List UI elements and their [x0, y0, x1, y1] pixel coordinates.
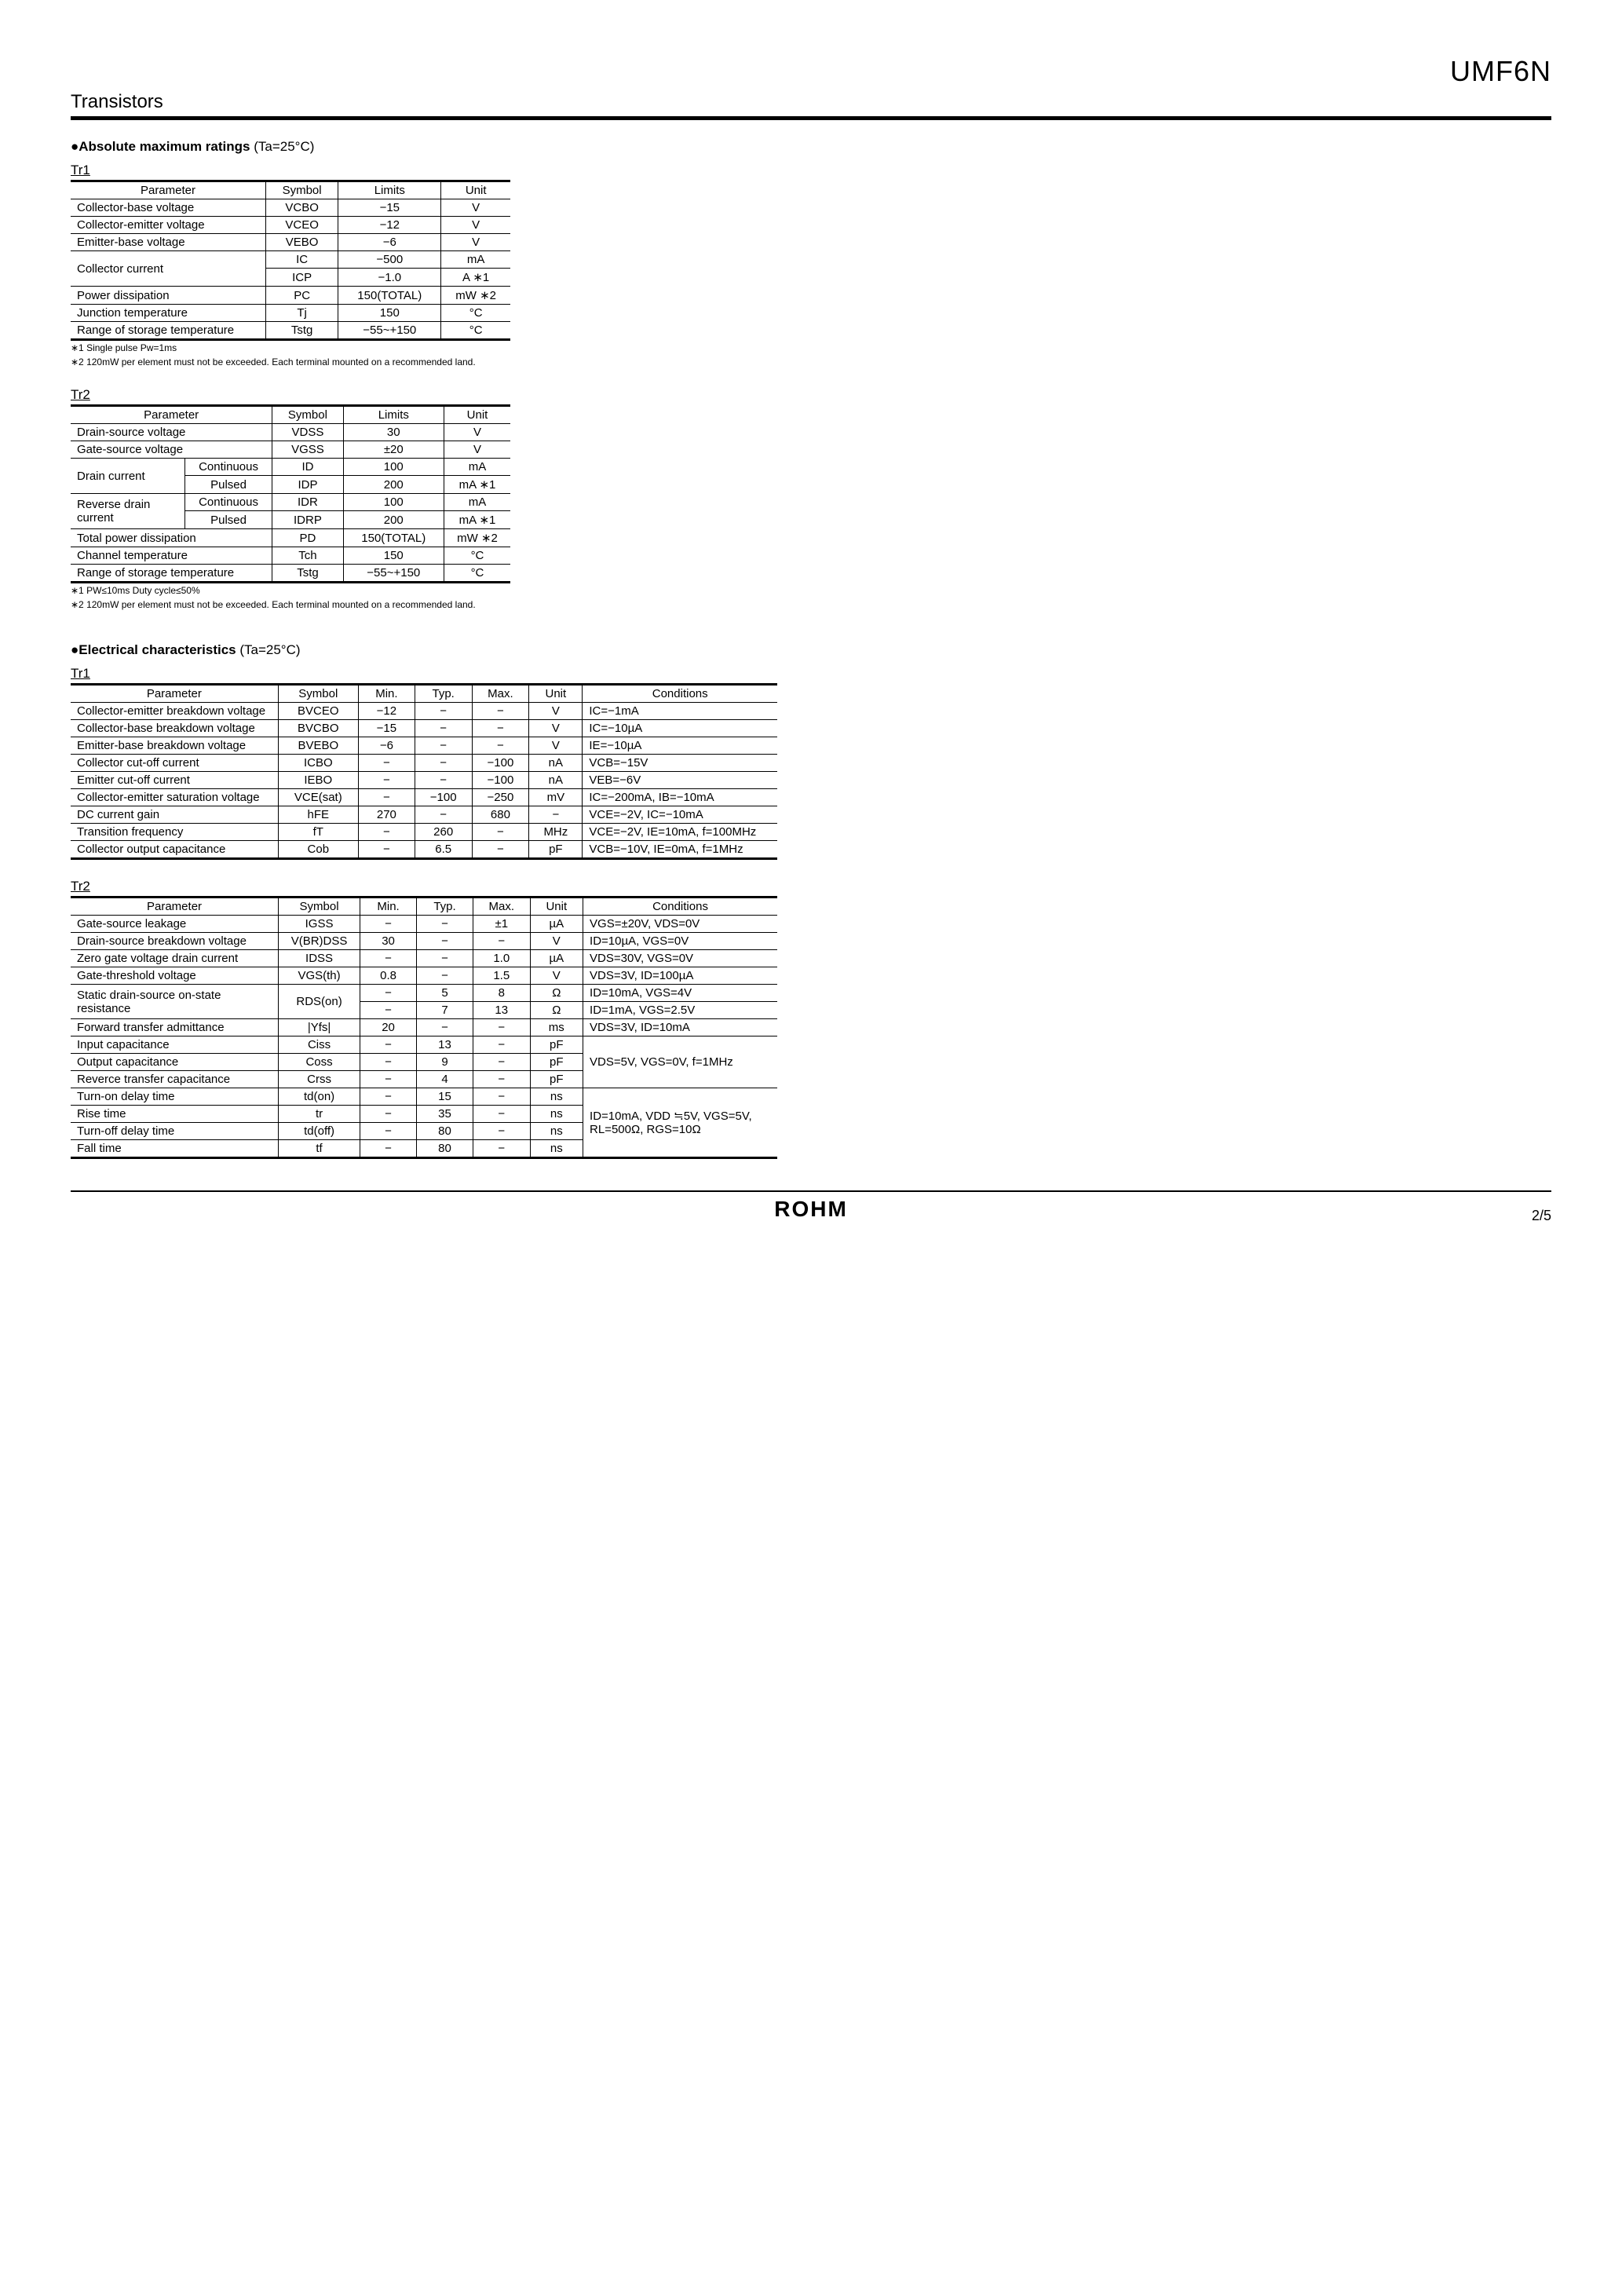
- elec-char-heading: ●Electrical characteristics (Ta=25°C): [71, 642, 1551, 658]
- col-min: Min.: [358, 685, 415, 703]
- elec-char-tr2-table: Parameter Symbol Min. Typ. Max. Unit Con…: [71, 896, 777, 1159]
- table-row: Power dissipationPC150(TOTAL)mW ∗2: [71, 287, 510, 305]
- table-row: Collector-base voltageVCBO−15V: [71, 199, 510, 217]
- table-row: Emitter-base breakdown voltageBVEBO−6−−V…: [71, 737, 777, 755]
- table-row: Range of storage temperatureTstg−55~+150…: [71, 322, 510, 340]
- col-unit: Unit: [444, 406, 510, 424]
- footer: ROHM 2/5: [71, 1190, 1551, 1224]
- table-row: Input capacitanceCiss−13−pFVDS=5V, VGS=0…: [71, 1036, 777, 1054]
- abs-max-cond: (Ta=25°C): [254, 139, 314, 154]
- col-limits: Limits: [338, 181, 441, 199]
- col-param: Parameter: [71, 685, 278, 703]
- col-param: Parameter: [71, 181, 265, 199]
- col-conditions: Conditions: [583, 898, 777, 916]
- table-row: Collector-base breakdown voltageBVCBO−15…: [71, 720, 777, 737]
- abs-max-tr2-table: Parameter Symbol Limits Unit Drain-sourc…: [71, 404, 510, 583]
- col-symbol: Symbol: [279, 898, 360, 916]
- table-row: Total power dissipationPD150(TOTAL)mW ∗2: [71, 529, 510, 547]
- col-symbol: Symbol: [265, 181, 338, 199]
- col-param: Parameter: [71, 898, 279, 916]
- abs-max-tr1-table: Parameter Symbol Limits Unit Collector-b…: [71, 180, 510, 341]
- part-number: UMF6N: [71, 55, 1551, 88]
- table-row: Zero gate voltage drain currentIDSS−−1.0…: [71, 950, 777, 967]
- col-conditions: Conditions: [583, 685, 777, 703]
- col-typ: Typ.: [417, 898, 473, 916]
- tr1-label: Tr1: [71, 163, 1551, 178]
- table-row: Collector currentIC−500mA: [71, 251, 510, 269]
- table-row: Emitter cut-off currentIEBO−−−100nAVEB=−…: [71, 772, 777, 789]
- table-row: Forward transfer admittance|Yfs|20−−msVD…: [71, 1019, 777, 1036]
- footnote: ∗1 Single pulse Pw=1ms: [71, 342, 1551, 355]
- table-row: Collector output capacitanceCob−6.5−pFVC…: [71, 841, 777, 859]
- table-row: Junction temperatureTj150°C: [71, 305, 510, 322]
- table-row: DC current gainhFE270−680−VCE=−2V, IC=−1…: [71, 806, 777, 824]
- table-row: Range of storage temperatureTstg−55~+150…: [71, 565, 510, 583]
- table-row: Collector-emitter breakdown voltageBVCEO…: [71, 703, 777, 720]
- col-typ: Typ.: [415, 685, 472, 703]
- footnote: ∗2 120mW per element must not be exceede…: [71, 356, 1551, 369]
- abs-max-title: ●Absolute maximum ratings: [71, 139, 250, 154]
- table-row: Gate-source voltageVGSS±20V: [71, 441, 510, 459]
- col-param: Parameter: [71, 406, 272, 424]
- abs-max-heading: ●Absolute maximum ratings (Ta=25°C): [71, 139, 1551, 155]
- table-row: Drain-source voltageVDSS30V: [71, 424, 510, 441]
- col-max: Max.: [473, 898, 530, 916]
- tr1-label: Tr1: [71, 666, 1551, 682]
- col-unit: Unit: [529, 685, 583, 703]
- table-row: Transition frequencyfT−260−MHzVCE=−2V, I…: [71, 824, 777, 841]
- col-limits: Limits: [343, 406, 444, 424]
- table-row: Channel temperatureTch150°C: [71, 547, 510, 565]
- table-row: Collector-emitter voltageVCEO−12V: [71, 217, 510, 234]
- col-max: Max.: [472, 685, 529, 703]
- tr2-label: Tr2: [71, 879, 1551, 894]
- tr2-label: Tr2: [71, 387, 1551, 403]
- elec-char-title: ●Electrical characteristics: [71, 642, 236, 657]
- table-row: Collector-emitter saturation voltageVCE(…: [71, 789, 777, 806]
- table-row: Drain currentContinuousID100mA: [71, 459, 510, 476]
- table-row: Reverse drain currentContinuousIDR100mA: [71, 494, 510, 511]
- col-unit: Unit: [441, 181, 510, 199]
- table-row: Static drain-source on-state resistanceR…: [71, 985, 777, 1002]
- col-symbol: Symbol: [272, 406, 343, 424]
- table-row: Emitter-base voltageVEBO−6V: [71, 234, 510, 251]
- table-row: Gate-source leakageIGSS−−±1µAVGS=±20V, V…: [71, 916, 777, 933]
- col-unit: Unit: [530, 898, 583, 916]
- page-title: Transistors: [71, 91, 1551, 120]
- table-row: Drain-source breakdown voltageV(BR)DSS30…: [71, 933, 777, 950]
- elec-char-cond: (Ta=25°C): [239, 642, 300, 657]
- footnote: ∗2 120mW per element must not be exceede…: [71, 599, 1551, 612]
- table-row: Gate-threshold voltageVGS(th)0.8−1.5VVDS…: [71, 967, 777, 985]
- footnote: ∗1 PW≤10ms Duty cycle≤50%: [71, 585, 1551, 598]
- table-row: Turn-on delay timetd(on)−15−nsID=10mA, V…: [71, 1088, 777, 1106]
- col-min: Min.: [360, 898, 417, 916]
- col-symbol: Symbol: [278, 685, 358, 703]
- table-row: Collector cut-off currentICBO−−−100nAVCB…: [71, 755, 777, 772]
- elec-char-tr1-table: Parameter Symbol Min. Typ. Max. Unit Con…: [71, 683, 777, 860]
